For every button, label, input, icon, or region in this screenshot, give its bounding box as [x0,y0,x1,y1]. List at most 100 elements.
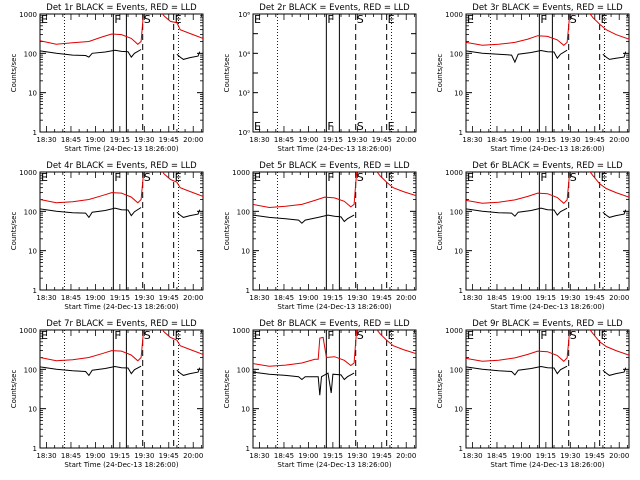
det7r-xtick-label: 19:00 [85,452,105,460]
det5r-ylabel: Counts/sec [223,212,231,251]
det3r-marker-F: F [540,13,546,26]
det8r-events-line-0 [253,371,355,396]
det2r-xtick-label: 19:15 [323,136,343,144]
det4r-marker-E: E [41,171,48,184]
det9r-xtick-label: 18:30 [462,452,482,460]
det2r-panel: Det 2r BLACK = Events, RED = LLD 10⁰ 10² 10… [223,3,417,153]
det5r-xtick-label: 19:15 [323,294,343,302]
det8r-marker-E: E [388,329,395,342]
det2r-xlabel: Start Time (24-Dec-13 18:26:00) [277,145,391,153]
det7r-xtick-label: 18:45 [61,452,81,460]
det4r-marker-S: S [144,171,151,184]
det8r-ytick-label: 1000 [232,327,250,335]
det9r-marker-E: E [467,329,474,342]
det2r-marker-bottom-S: S [357,120,364,133]
det1r-lld-line-1 [162,14,203,39]
det4r-frame [39,171,204,291]
det7r-ytick-label: 100 [24,366,37,374]
det5r-xtick-label: 19:30 [347,294,367,302]
det1r-xtick-label: 19:30 [134,136,154,144]
det1r-xtick-label: 18:45 [61,136,81,144]
det4r-xtick-label: 19:15 [110,294,130,302]
det6r-xtick-label: 19:45 [585,294,605,302]
det2r-marker-F: F [327,13,333,26]
det8r-ylabel: Counts/sec [223,370,231,409]
det3r-xtick-label: 20:00 [609,136,629,144]
det7r-frame [39,329,204,449]
det3r-ytick-label: 10 [454,90,463,98]
det2r-marker-bottom-E: E [254,120,261,133]
det3r-xtick-label: 19:15 [536,136,556,144]
det5r-xtick-label: 19:00 [298,294,318,302]
det5r-marker-F: F [327,171,333,184]
det7r-title: Det 7r BLACK = Events, RED = LLD [46,319,197,329]
det5r-ytick-label: 100 [237,208,250,216]
det2r-marker-E: E [388,13,395,26]
det3r-lld-line-0 [466,14,571,46]
det6r-xtick-label: 19:30 [560,294,580,302]
det4r-xtick-label: 18:30 [36,294,56,302]
det9r-xtick-label: 19:45 [585,452,605,460]
det2r-frame [252,13,417,133]
det8r-xtick-label: 19:30 [347,452,367,460]
det2r-xtick-label: 18:45 [274,136,294,144]
det7r-xtick-label: 18:30 [36,452,56,460]
det4r-ytick-label: 10 [28,248,37,256]
det9r-title: Det 9r BLACK = Events, RED = LLD [472,319,623,329]
det4r-marker-F: F [114,171,120,184]
det6r-xlabel: Start Time (24-Dec-13 18:26:00) [490,303,604,311]
det4r-panel: Det 4r BLACK = Events, RED = LLD 1 10 100 10… [10,161,204,311]
det8r-ytick-label: 100 [237,366,250,374]
det4r-xtick-label: 19:45 [159,294,179,302]
det3r-xtick-label: 18:30 [462,136,482,144]
det6r-ytick-label: 1000 [445,169,463,177]
det6r-marker-F: F [540,171,546,184]
det5r-ytick-label: 10 [241,248,250,256]
det4r-xtick-label: 20:00 [183,294,203,302]
det6r-ylabel: Counts/sec [436,212,444,251]
det6r-events-line-0 [466,207,568,217]
det6r-ytick-label: 1 [459,287,463,295]
det6r-marker-E: E [467,171,474,184]
det8r-xlabel: Start Time (24-Dec-13 18:26:00) [277,461,391,469]
det6r-xtick-label: 18:45 [487,294,507,302]
det4r-ylabel: Counts/sec [10,212,18,251]
det7r-marker-F: F [114,329,120,342]
det2r-ytick-label: 10⁴ [238,50,250,58]
det9r-xtick-label: 19:30 [560,452,580,460]
det3r-ylabel: Counts/sec [436,54,444,93]
det8r-xtick-label: 18:45 [274,452,294,460]
det8r-panel: Det 8r BLACK = Events, RED = LLD 1 10 100 10… [223,319,417,469]
det1r-ytick-label: 1 [33,129,37,137]
det3r-frame [465,13,630,133]
det2r-xtick-label: 20:00 [396,136,416,144]
det6r-panel: Det 6r BLACK = Events, RED = LLD 1 10 100 10… [436,161,630,311]
det1r-xlabel: Start Time (24-Dec-13 18:26:00) [64,145,178,153]
det9r-lld-line-0 [466,330,571,362]
det3r-xlabel: Start Time (24-Dec-13 18:26:00) [490,145,604,153]
det3r-xtick-label: 18:45 [487,136,507,144]
det5r-ytick-label: 1000 [232,169,250,177]
det2r-xtick-label: 19:45 [372,136,392,144]
det8r-marker-F: F [327,329,333,342]
det4r-xtick-label: 18:45 [61,294,81,302]
det9r-xtick-label: 20:00 [609,452,629,460]
det9r-panel: Det 9r BLACK = Events, RED = LLD 1 10 100 10… [436,319,630,469]
det5r-events-line-0 [253,214,355,224]
det8r-xtick-label: 18:30 [249,452,269,460]
det4r-xlabel: Start Time (24-Dec-13 18:26:00) [64,303,178,311]
det1r-lld-line-0 [40,14,145,45]
det6r-title: Det 6r BLACK = Events, RED = LLD [472,161,623,171]
det9r-events-line-0 [466,365,568,376]
det1r-ytick-label: 100 [24,50,37,58]
det8r-xtick-label: 19:15 [323,452,343,460]
det5r-xtick-label: 19:45 [372,294,392,302]
det4r-series-group [40,172,203,219]
det4r-ytick-label: 1000 [19,169,37,177]
det5r-frame [252,171,417,291]
det8r-xtick-label: 20:00 [396,452,416,460]
det6r-ytick-label: 10 [454,248,463,256]
det3r-events-line-1 [602,51,627,60]
det8r-frame [252,329,417,449]
det5r-title: Det 5r BLACK = Events, RED = LLD [259,161,410,171]
